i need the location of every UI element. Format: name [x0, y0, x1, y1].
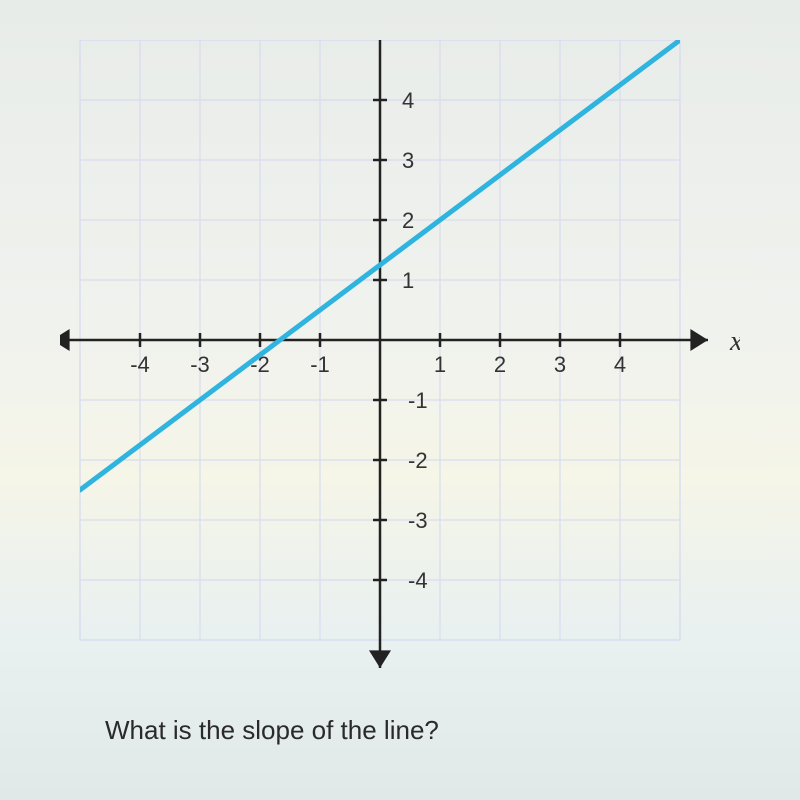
- svg-text:-2: -2: [408, 448, 428, 473]
- screen: -4-3-2-11234-4-3-2-11234xy What is the s…: [0, 0, 800, 800]
- svg-text:4: 4: [402, 88, 414, 113]
- coordinate-graph: -4-3-2-11234-4-3-2-11234xy: [60, 40, 740, 680]
- svg-text:4: 4: [614, 352, 626, 377]
- svg-text:2: 2: [494, 352, 506, 377]
- svg-text:1: 1: [402, 268, 414, 293]
- svg-text:x: x: [729, 326, 740, 357]
- svg-text:1: 1: [434, 352, 446, 377]
- question-text: What is the slope of the line?: [105, 715, 439, 746]
- svg-text:-4: -4: [130, 352, 150, 377]
- svg-text:3: 3: [554, 352, 566, 377]
- svg-text:2: 2: [402, 208, 414, 233]
- graph-svg: -4-3-2-11234-4-3-2-11234xy: [60, 40, 740, 680]
- svg-text:-3: -3: [190, 352, 210, 377]
- svg-text:-3: -3: [408, 508, 428, 533]
- svg-text:-1: -1: [408, 388, 428, 413]
- svg-text:3: 3: [402, 148, 414, 173]
- svg-text:-4: -4: [408, 568, 428, 593]
- svg-text:-1: -1: [310, 352, 330, 377]
